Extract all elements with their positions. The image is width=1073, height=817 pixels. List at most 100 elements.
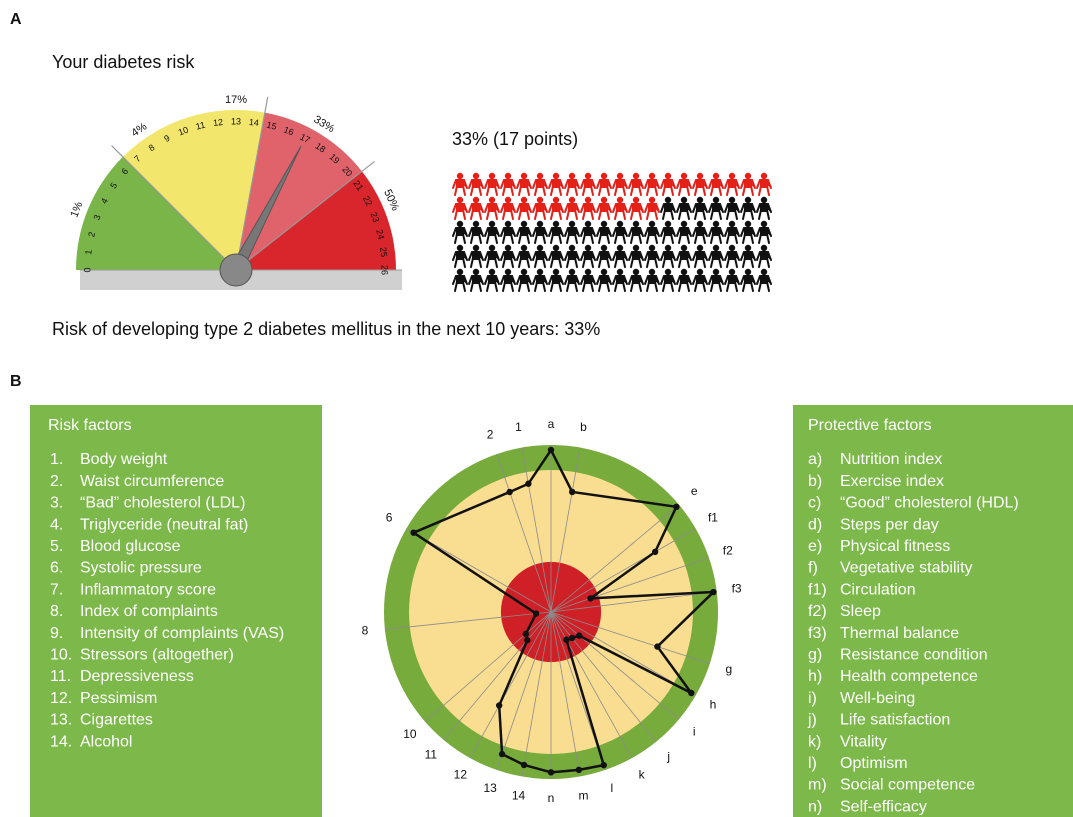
factor-number: 1.: [50, 451, 63, 468]
gauge-tick-label: 4: [99, 196, 110, 205]
radar-spoke: [550, 591, 717, 613]
person: [644, 220, 660, 244]
radar-point: [524, 636, 531, 644]
spoke-label: 12: [454, 768, 468, 782]
person-body: [596, 203, 612, 220]
factor-text: Pessimism: [80, 690, 157, 707]
factor-text: Optimism: [840, 755, 908, 772]
factor-text: Social competence: [840, 777, 975, 794]
person-body: [740, 251, 756, 268]
person: [580, 268, 596, 292]
radar-spoke: [550, 447, 581, 613]
spoke-label: 1: [515, 420, 522, 434]
radar-spoke: [550, 611, 581, 777]
person-body: [756, 179, 772, 196]
person-body: [756, 275, 772, 292]
person: [644, 172, 660, 196]
person-body: [628, 227, 644, 244]
person-body: [724, 179, 740, 196]
spoke-label: 10: [403, 727, 417, 741]
person: [516, 172, 532, 196]
panel-label: B: [10, 373, 22, 390]
person: [564, 196, 580, 220]
person: [532, 220, 548, 244]
person-head: [632, 244, 640, 252]
person-body: [628, 203, 644, 220]
radar-point: [575, 632, 583, 639]
person-body: [484, 251, 500, 268]
person-body: [692, 203, 708, 220]
person: [532, 172, 548, 196]
person: [756, 196, 772, 220]
radar-spoke: [550, 611, 710, 664]
radar-point: [710, 588, 717, 596]
gauge-tick-label: 12: [213, 117, 224, 128]
person: [676, 196, 692, 220]
person-body: [740, 227, 756, 244]
person: [756, 268, 772, 292]
person-head: [600, 220, 608, 228]
person-head: [552, 172, 560, 180]
spoke-label: 6: [386, 511, 393, 525]
person: [532, 196, 548, 220]
factor-text: Triglyceride (neutral fat): [80, 516, 248, 533]
spoke-label: b: [580, 420, 587, 434]
radar-point: [688, 689, 695, 697]
person-head: [664, 244, 672, 252]
factor-number: e): [808, 538, 822, 555]
factor-number: j): [807, 712, 817, 729]
person-body: [660, 275, 676, 292]
person: [740, 244, 756, 268]
person: [628, 220, 644, 244]
person-head: [520, 268, 528, 276]
person: [596, 220, 612, 244]
person-head: [696, 244, 704, 252]
person: [724, 220, 740, 244]
person-head: [504, 172, 512, 180]
panel-label: A: [10, 11, 22, 28]
person-body: [644, 227, 660, 244]
person-body: [660, 203, 676, 220]
person: [740, 268, 756, 292]
person-head: [504, 220, 512, 228]
person-head: [584, 172, 592, 180]
person-body: [548, 227, 564, 244]
factor-number: c): [808, 495, 821, 512]
person: [580, 220, 596, 244]
person-body: [564, 251, 580, 268]
person: [548, 268, 564, 292]
person-head: [728, 268, 736, 276]
factor-text: “Good” cholesterol (HDL): [840, 495, 1019, 512]
person-body: [500, 251, 516, 268]
person: [628, 244, 644, 268]
person-body: [548, 179, 564, 196]
spoke-label: k: [639, 768, 646, 782]
person-head: [536, 244, 544, 252]
factor-number: m): [808, 777, 827, 794]
person-body: [676, 227, 692, 244]
person: [452, 196, 468, 220]
spoke-label: h: [710, 698, 717, 712]
gauge-tick-label: 25: [378, 247, 389, 258]
person-head: [616, 172, 624, 180]
person: [484, 196, 500, 220]
gauge-tick-label: 13: [231, 116, 241, 126]
person-head: [488, 268, 496, 276]
person: [708, 172, 724, 196]
person-body: [724, 251, 740, 268]
factor-text: Blood glucose: [80, 538, 181, 555]
person: [724, 268, 740, 292]
person: [692, 268, 708, 292]
radar-spoke: [424, 611, 552, 722]
factor-number: b): [808, 473, 822, 490]
person-head: [680, 196, 688, 204]
person-body: [676, 275, 692, 292]
person-head: [648, 172, 656, 180]
person: [708, 220, 724, 244]
radar-point: [600, 761, 607, 769]
spoke-label: 11: [425, 747, 438, 761]
person: [484, 220, 500, 244]
person: [548, 196, 564, 220]
person-head: [712, 268, 720, 276]
